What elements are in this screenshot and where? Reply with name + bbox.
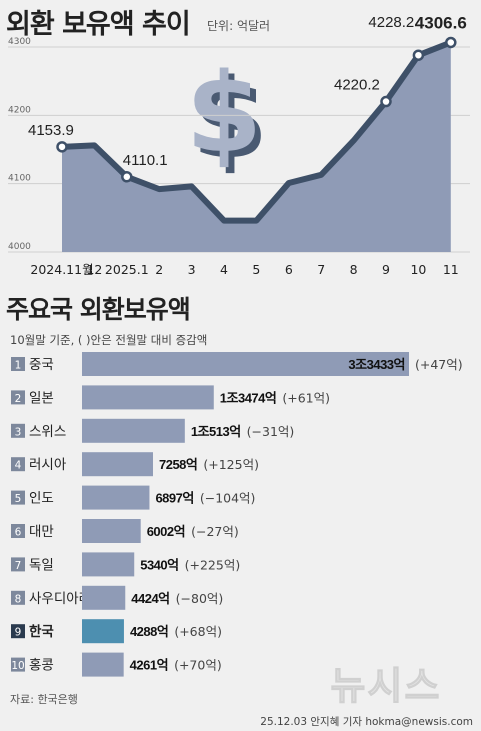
bar: [82, 619, 124, 644]
change-label: (+125억): [203, 457, 259, 472]
rank-number: 9: [15, 627, 22, 639]
rank-badge: [11, 357, 25, 371]
change-label: (+70억): [174, 658, 222, 673]
category-label: 한국: [29, 624, 54, 640]
area-fill: [62, 42, 451, 252]
rank-badge: [11, 423, 25, 438]
bar-chart-title: 주요국 외환보유액: [6, 295, 191, 324]
x-tick-label: 3: [188, 262, 196, 277]
data-point: [56, 141, 68, 153]
category-label: 중국: [29, 357, 54, 373]
category-label: 러시아: [29, 457, 67, 473]
value-label: 6002억: [147, 524, 185, 539]
value-label: 4261억: [130, 658, 168, 673]
value-label: 4424억: [131, 591, 169, 606]
data-label: 4110.1: [123, 152, 168, 169]
category-label: 대만: [29, 524, 54, 540]
category-label: 인도: [29, 491, 54, 507]
rank-number: 8: [15, 593, 22, 605]
rank-number: 4: [15, 460, 22, 472]
value-label: 6897억: [155, 491, 193, 506]
x-tick-label: 2025.1: [105, 262, 149, 277]
x-tick-label: 4: [220, 262, 228, 277]
category-label: 독일: [29, 557, 54, 573]
category-label: 스위스: [29, 424, 66, 440]
line-chart: 4000 4100 4200 4300 4153.9 4110.1 4220.2 4228.2…: [8, 13, 470, 277]
bar: [82, 652, 124, 677]
y-tick-label: 4300: [8, 37, 31, 47]
change-label: (+61억): [282, 390, 330, 405]
bar: [82, 519, 141, 543]
change-label: (−31억): [247, 424, 295, 439]
value-label: 5340억: [140, 557, 178, 572]
rank-badge: [11, 657, 25, 672]
change-label: (+68억): [174, 624, 222, 639]
change-label: (+225억): [185, 557, 241, 572]
data-label: 4220.2: [334, 77, 380, 94]
data-label: 4153.9: [28, 122, 74, 139]
rank-number: 2: [15, 393, 22, 405]
rank-number: 1: [15, 360, 22, 372]
credit-label: 25.12.03 안지혜 기자 hokma@newsis.com: [260, 716, 473, 728]
x-tick-label: 11: [443, 262, 459, 277]
data-label: 4306.6: [415, 13, 467, 32]
category-label: 일본: [29, 390, 54, 406]
data-point: [445, 36, 457, 49]
rank-badge: [11, 557, 25, 572]
rank-badge: [11, 590, 25, 605]
x-tick-label: 2024.11월: [30, 262, 93, 277]
change-label: (+47억): [415, 357, 463, 372]
rank-number: 6: [15, 527, 22, 539]
bar: [82, 418, 185, 443]
data-point: [121, 171, 133, 183]
bar: [82, 385, 214, 410]
chart-title: 외환 보유액 추이: [6, 9, 191, 40]
rank-number: 7: [15, 560, 22, 572]
newsis-logo: 뉴시스: [330, 663, 442, 708]
unit-label: 단위: 억달러: [207, 19, 271, 33]
x-tick-label: 5: [252, 262, 260, 277]
x-tick-label: 10: [410, 262, 426, 277]
bar: [82, 352, 409, 376]
change-label: (−104억): [200, 491, 256, 506]
rank-number: 3: [15, 426, 22, 438]
bar-chart-note: 10월말 기준, ( )안은 전월말 대비 증감액: [10, 333, 208, 347]
x-tick-label: 2: [155, 262, 163, 277]
value-label: 3조3433억: [348, 357, 405, 372]
bar: [82, 585, 126, 610]
data-label: 4228.2: [368, 14, 414, 31]
x-tick-label: 7: [317, 262, 325, 277]
rank-number: 5: [15, 493, 22, 505]
category-label: 사우디아라비아: [29, 591, 117, 607]
x-tick-label: 9: [382, 262, 390, 277]
bar: [82, 552, 135, 577]
category-label: 홍콩: [29, 658, 54, 674]
value-label: 4288억: [130, 624, 168, 639]
value-label: 1조3474억: [220, 390, 277, 405]
value-label: 7258억: [159, 457, 197, 472]
y-tick-label: 4200: [8, 105, 31, 115]
x-tick-label: 8: [350, 262, 358, 277]
bar: [82, 452, 153, 477]
data-point: [380, 95, 392, 108]
bar: [82, 485, 150, 510]
rank-badge: [11, 524, 25, 538]
change-label: (−80억): [176, 591, 224, 606]
rank-badge: [11, 457, 25, 472]
rank-number: 10: [11, 660, 24, 672]
change-label: (−27억): [191, 524, 239, 539]
value-label: 1조513억: [191, 424, 241, 439]
rank-badge: [11, 624, 25, 639]
rank-badge: [11, 490, 25, 505]
data-point: [412, 49, 425, 61]
y-tick-label: 4000: [8, 242, 31, 252]
x-tick-label: 12: [86, 262, 102, 277]
rank-badge: [11, 390, 25, 405]
x-tick-label: 6: [285, 262, 293, 277]
y-tick-label: 4100: [8, 174, 31, 184]
source-label: 자료: 한국은행: [10, 693, 78, 706]
